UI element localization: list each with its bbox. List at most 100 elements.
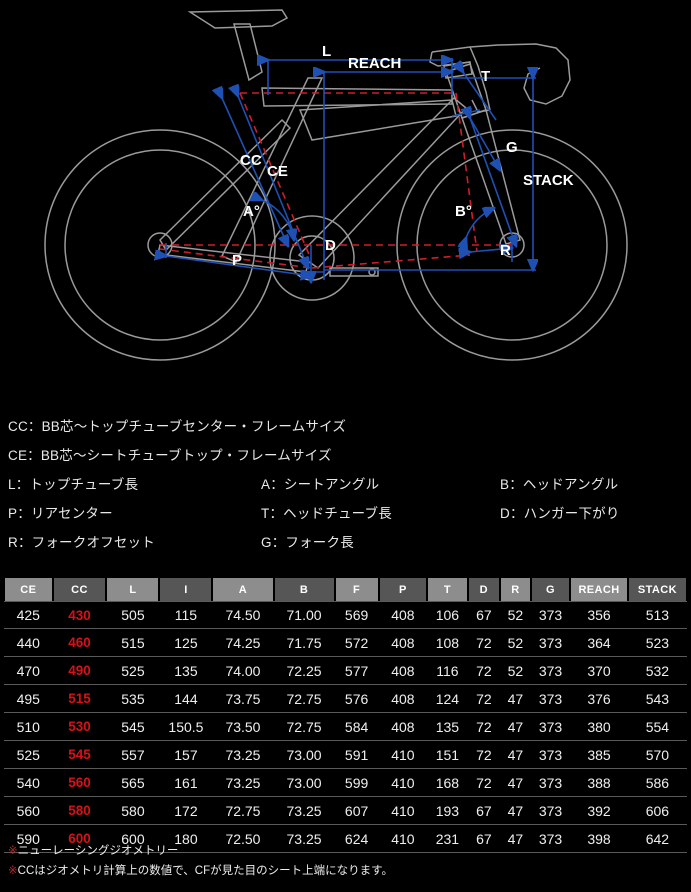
table-header-i[interactable]: I [160,578,212,601]
table-row: 560 580 580 172 72.75 73.25 607 410 193 67 47 373 39… [4,797,687,825]
table-header-l[interactable]: L [107,578,159,601]
table-cell-ce: 560 [16,802,40,819]
table-row: 540 560 565 161 73.25 73.00 599 410 168 72 47 373 38… [4,769,687,797]
table-header-b[interactable]: B [274,578,334,601]
table-cell-i: 180 [174,830,198,847]
seatpost [233,23,263,82]
table-cell-l: 515 [121,634,145,651]
table-cell-i: 150.5 [168,718,204,735]
diagram-label-b: B° [455,203,472,220]
table-cell-a: 72.50 [225,830,261,847]
table-cell-g: 373 [538,718,563,735]
table-cell-reach: 392 [587,802,611,819]
table-row: 525 545 557 157 73.25 73.00 591 410 151 72 47 373 38… [4,741,687,769]
dimension-G [470,118,516,246]
diagram-label-t: T [481,68,490,85]
legend-row: R：フォークオフセット G：フォーク長 [0,531,691,560]
table-cell-p: 410 [391,746,415,763]
table-cell-g: 373 [538,802,563,819]
table-cell-g: 373 [538,774,563,791]
saddle [187,9,289,29]
table-cell-t: 231 [435,830,460,847]
table-header-row: CE CC L I A B F P T D R G REACH STACK [0,578,691,601]
table-header-stack[interactable]: STACK [628,578,687,601]
table-cell-i: 115 [174,607,198,623]
table-cell-d: 72 [476,662,492,679]
table-row: 590 600 600 180 72.50 73.25 624 410 231 67 47 373 39… [4,825,687,853]
table-cell-l: 505 [121,607,145,623]
centerline-front-center [311,254,471,269]
footnotes: ※ニューレーシングジオメトリー ※CCはジオメトリ計算上の数値で、CFが見た目のシ… [0,840,691,880]
legend-item: T：ヘッドチューブ長 [261,506,392,521]
table-cell-f: 572 [344,634,369,651]
chain-guide [329,267,379,277]
chain-pulley [368,268,376,276]
table-cell-stack: 543 [645,690,670,707]
table-cell-d: 72 [476,690,492,707]
table-cell-r: 52 [507,607,524,623]
table-cell-stack: 606 [645,802,670,819]
diagram-label-p: P [232,252,242,269]
table-cell-reach: 388 [587,774,611,791]
legend-item: CE：BB芯〜シートチューブトップ・フレームサイズ [8,448,332,463]
table-cell-stack: 570 [645,746,670,763]
table-header-g[interactable]: G [531,578,570,601]
table-cell-a: 72.75 [225,802,261,819]
table-cell-reach: 370 [587,662,611,679]
table-cell-g: 373 [538,607,563,623]
table-cell-i: 172 [174,802,198,819]
table-header-reach[interactable]: REACH [571,578,627,601]
table-cell-i: 135 [174,662,198,679]
table-header-d[interactable]: D [468,578,500,601]
table-cell-b: 72.75 [286,690,322,707]
table-cell-b: 71.75 [286,634,322,651]
table-cell-r: 47 [507,718,524,735]
brake-lever-hood [469,46,491,111]
table-cell-r: 47 [507,830,524,847]
table-cell-a: 73.50 [225,718,261,735]
table-cell-a: 74.00 [225,662,261,679]
table-row: 495 515 535 144 73.75 72.75 576 408 124 72 47 373 37… [4,685,687,713]
geometry-table: CE CC L I A B F P T D R G REACH STACK 425 430 505 115 74.… [0,578,691,853]
table-cell-stack: 554 [645,718,670,735]
dimension-P [166,256,312,276]
table-cell-d: 67 [476,802,492,819]
table-cell-reach: 385 [587,746,611,763]
table-header-a[interactable]: A [213,578,273,601]
table-header-t[interactable]: T [428,578,467,601]
diagram-label-g: G [506,139,518,156]
table-header-f[interactable]: F [335,578,378,601]
diagram-label-ce: CE [267,163,288,180]
table-cell-ce: 425 [16,607,40,623]
footnote-mark: ※ [8,845,18,857]
table-cell-g: 373 [538,662,563,679]
table-cell-reach: 364 [587,634,611,651]
diagram-label-l: L [322,43,331,60]
table-cell-ce: 525 [16,746,40,763]
table-cell-p: 408 [391,718,415,735]
table-cell-t: 151 [435,746,460,763]
legend-item: L：トップチューブ長 [8,477,139,492]
legend-row: P：リアセンター T：ヘッドチューブ長 D：ハンガー下がり [0,502,691,531]
table-header-cc[interactable]: CC [53,578,106,601]
table-header-ce[interactable]: CE [5,578,52,601]
table-cell-t: 108 [435,634,460,651]
dimension-R [470,248,512,252]
table-cell-a: 73.75 [225,690,261,707]
table-cell-cc: 490 [68,663,91,678]
legend-row: L：トップチューブ長 A：シートアングル B：ヘッドアングル [0,473,691,502]
table-cell-cc: 430 [68,607,91,623]
table-cell-p: 408 [391,634,415,651]
table-cell-b: 72.75 [286,718,322,735]
table-header-p[interactable]: P [379,578,427,601]
table-cell-cc: 530 [68,719,91,734]
table-cell-d: 72 [476,774,492,791]
table-header-r[interactable]: R [501,578,530,601]
dimension-G-ext [451,109,481,117]
footnote-mark: ※ [8,865,18,877]
table-cell-p: 408 [391,662,415,679]
table-cell-p: 410 [391,774,415,791]
table-cell-b: 73.25 [286,802,322,819]
table-cell-a: 73.25 [225,774,261,791]
angle-B-arc [466,208,494,238]
